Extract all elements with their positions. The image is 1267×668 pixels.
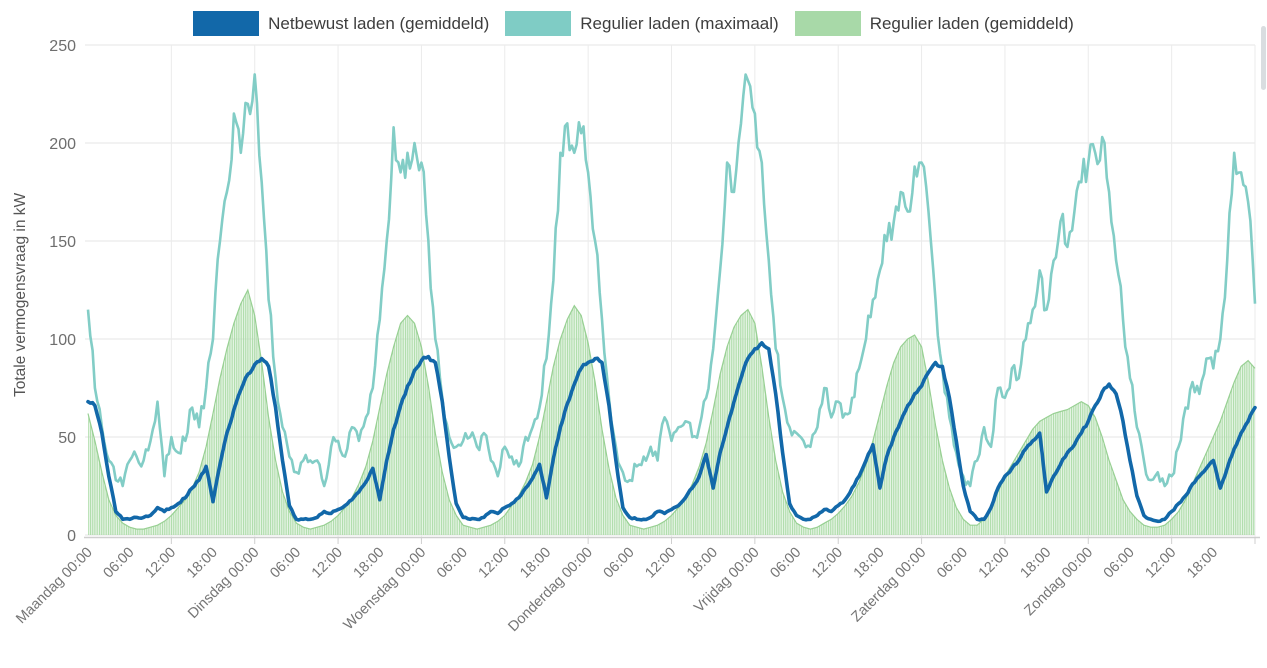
legend-item-regulier-maximaal[interactable]: Regulier laden (maximaal): [505, 11, 779, 36]
legend-item-regulier-gemiddeld[interactable]: Regulier laden (gemiddeld): [794, 11, 1074, 36]
legend-label: Netbewust laden (gemiddeld): [268, 14, 490, 33]
x-tick-label: 06:00: [434, 545, 471, 582]
legend-swatch-blue: [193, 11, 260, 36]
x-tick-label: 06:00: [101, 545, 138, 582]
legend-swatch-green: [794, 11, 861, 36]
x-tick-label: Maandag 00:00: [13, 545, 96, 628]
x-tick-label: 18:00: [1184, 545, 1221, 582]
legend: Netbewust laden (gemiddeld) Regulier lad…: [0, 11, 1267, 36]
x-tick-label: 18:00: [684, 545, 721, 582]
x-tick-label: 06:00: [1101, 545, 1138, 582]
scrollbar-thumb[interactable]: [1261, 26, 1266, 90]
series-regulier-gemiddeld-edge: [87, 288, 1256, 530]
y-tick-label: 150: [49, 234, 76, 251]
x-tick-label: 12:00: [476, 545, 513, 582]
x-tick-label: 06:00: [267, 545, 304, 582]
x-tick-label: 12:00: [809, 545, 846, 582]
y-tick-label: 250: [49, 38, 76, 55]
x-tick-label: 06:00: [601, 545, 638, 582]
y-tick-label: 100: [49, 332, 76, 349]
series-regulier-gemiddeld-area: [88, 290, 1255, 535]
legend-label: Regulier laden (gemiddeld): [869, 14, 1074, 33]
x-tick-label: 06:00: [934, 545, 971, 582]
y-axis-title: Totale vermogensvraag in kW: [12, 192, 29, 398]
x-tick-label: 12:00: [142, 545, 179, 582]
x-tick-label: 06:00: [767, 545, 804, 582]
x-tick-label: 12:00: [976, 545, 1013, 582]
x-tick-label: 12:00: [642, 545, 679, 582]
legend-item-netbewust-gemiddeld[interactable]: Netbewust laden (gemiddeld): [193, 11, 489, 36]
series-netbewust-gemiddeld-line: [86, 341, 1257, 524]
x-tick-label: 12:00: [1142, 545, 1179, 582]
y-tick-label: 50: [58, 430, 76, 447]
x-tick-label: 18:00: [184, 545, 221, 582]
y-tick-label: 0: [67, 528, 76, 545]
x-tick-label: 18:00: [851, 545, 888, 582]
series-regulier-maximaal-line: [86, 73, 1257, 488]
x-tick-label: 18:00: [517, 545, 554, 582]
x-tick-label: 18:00: [351, 545, 388, 582]
x-tick-label: 12:00: [309, 545, 346, 582]
x-tick-label: Zaterdag 00:00: [849, 545, 930, 626]
legend-swatch-teal: [505, 11, 572, 36]
x-tick-label: 18:00: [1017, 545, 1054, 582]
legend-label: Regulier laden (maximaal): [580, 14, 779, 33]
y-tick-label: 200: [49, 136, 76, 153]
